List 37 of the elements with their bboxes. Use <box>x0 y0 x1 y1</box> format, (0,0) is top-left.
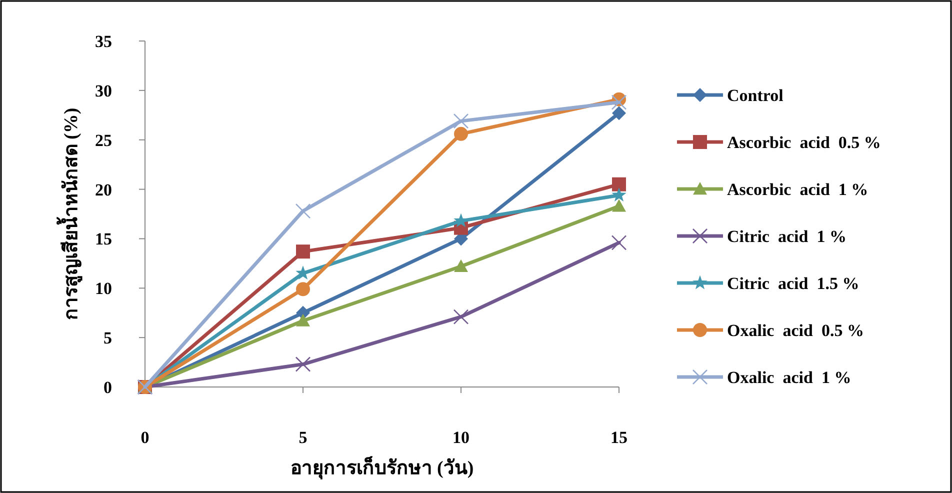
point <box>296 282 310 296</box>
x-tick-label: 5 <box>298 428 308 447</box>
point <box>454 126 468 141</box>
y-axis-title: การสูญเสียน้ำหนักสด (%) <box>56 108 83 320</box>
x-axis-title: อายุการเก็บรักษา (วัน) <box>290 455 474 480</box>
point <box>296 244 310 259</box>
point <box>612 188 626 202</box>
point <box>612 199 626 212</box>
legend-label: Oxalic acid 0.5 % <box>727 321 864 340</box>
y-tick-label: 15 <box>95 230 112 249</box>
point <box>453 309 469 324</box>
point <box>454 259 468 272</box>
y-tick-label: 20 <box>95 180 112 200</box>
point <box>453 113 469 129</box>
point <box>295 356 311 372</box>
x-tick-label: 10 <box>452 428 470 447</box>
x-tick-label: 0 <box>140 428 150 447</box>
y-tick-label: 10 <box>95 279 112 298</box>
y-tick-label: 30 <box>95 81 112 100</box>
y-tick-label: 35 <box>95 32 112 51</box>
legend-label: Citric acid 1 % <box>727 227 846 246</box>
legend-label: Oxalic acid 1 % <box>727 368 852 387</box>
y-tick-label: 0 <box>104 378 112 397</box>
legend-label: Ascorbic acid 0.5 % <box>727 133 881 152</box>
x-tick-label: 15 <box>610 428 628 447</box>
legend-label: Ascorbic acid 1 % <box>727 180 868 199</box>
point <box>611 94 627 110</box>
point <box>611 235 627 250</box>
point <box>612 177 626 192</box>
point <box>296 314 310 326</box>
y-tick-label: 25 <box>95 130 112 150</box>
legend-label: Citric acid 1.5 % <box>727 274 860 293</box>
legend-label: Control <box>727 86 784 105</box>
point <box>612 106 626 120</box>
point <box>454 213 468 228</box>
point <box>295 203 311 219</box>
y-tick-label: 5 <box>104 328 112 348</box>
